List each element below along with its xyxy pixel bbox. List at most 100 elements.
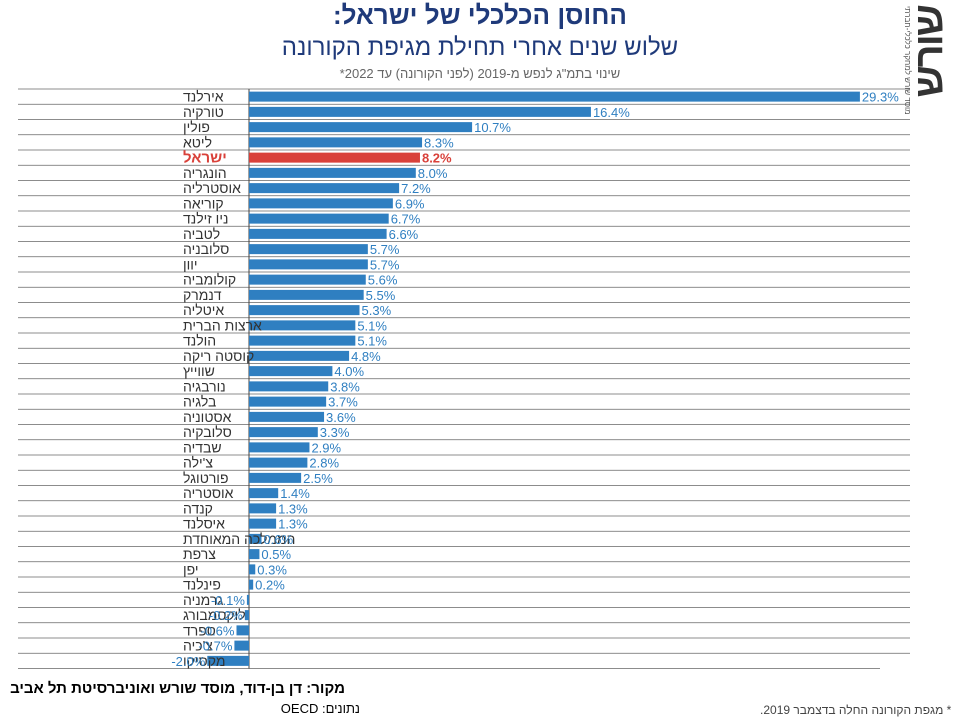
value-label: 4.0% <box>334 364 364 379</box>
value-label: 0.3% <box>257 562 287 577</box>
category-label: גרמניה <box>183 592 223 608</box>
value-label: 8.3% <box>424 135 454 150</box>
footnote: * מגפת הקורונה החלה בדצמבר 2019. <box>760 703 952 717</box>
shoresh-logo: שורש מוסד שורש למחקר כלכלי-חברתי <box>903 6 952 115</box>
value-label: 0.5% <box>261 547 291 562</box>
value-label: 6.9% <box>395 196 425 211</box>
bar <box>249 564 256 575</box>
value-label: 5.6% <box>368 273 398 288</box>
bar <box>234 640 249 651</box>
bar <box>249 91 860 102</box>
category-label: סלובקיה <box>183 424 232 440</box>
category-label: איסלנד <box>183 516 225 532</box>
axis-note: שינוי בתמ"ג לנפש מ-2019 (לפני הקורונה) ע… <box>339 66 621 81</box>
bar <box>249 106 591 117</box>
bar <box>249 503 277 514</box>
logo-tagline: מוסד שורש למחקר כלכלי-חברתי <box>903 6 912 115</box>
value-label: 7.2% <box>401 181 431 196</box>
value-label: 2.9% <box>311 440 341 455</box>
value-label: 5.1% <box>357 318 387 333</box>
category-label: אירלנד <box>183 89 224 105</box>
value-label: 3.7% <box>328 395 358 410</box>
bar <box>249 350 350 361</box>
category-label: ניו זילנד <box>183 211 228 227</box>
data-credit: נתונים: OECD <box>280 701 360 716</box>
value-label: 1.3% <box>278 517 308 532</box>
category-label: דנמרק <box>183 287 222 303</box>
value-label: 16.4% <box>593 105 630 120</box>
value-label: 3.3% <box>320 425 350 440</box>
bar <box>249 579 254 590</box>
value-label: 2.5% <box>303 471 333 486</box>
bar <box>249 488 279 499</box>
bar <box>249 198 393 209</box>
bar <box>249 442 310 453</box>
category-label: אוסטריה <box>183 485 234 501</box>
bar <box>249 335 356 346</box>
category-label: יפן <box>183 561 199 577</box>
value-label: -2.0% <box>171 654 205 669</box>
bar <box>236 625 249 636</box>
bar-highlight <box>249 152 420 163</box>
bar <box>249 244 368 255</box>
category-label: ליטא <box>183 134 212 150</box>
category-label: סלובניה <box>183 241 229 257</box>
value-label: 3.6% <box>326 410 356 425</box>
value-label: 8.0% <box>418 166 448 181</box>
value-label: 1.3% <box>278 501 308 516</box>
value-label: 5.3% <box>362 303 392 318</box>
bar <box>249 305 360 316</box>
value-label: 5.7% <box>370 257 400 272</box>
category-label: טורקיה <box>183 104 224 120</box>
value-label: 0.6% <box>264 532 294 547</box>
category-label: ספרד <box>183 622 216 638</box>
value-label: 29.3% <box>862 90 899 105</box>
bar <box>249 533 262 544</box>
bar <box>249 137 423 148</box>
category-label: הונגריה <box>183 165 227 181</box>
value-label: -0.2% <box>209 608 243 623</box>
bar <box>244 610 249 621</box>
bar <box>249 122 473 133</box>
category-label: קולומביה <box>183 272 236 288</box>
category-label: מקסיקו <box>183 653 225 669</box>
bar <box>249 518 277 529</box>
value-label: 2.8% <box>309 456 339 471</box>
bar <box>249 320 356 331</box>
bar <box>249 457 308 468</box>
value-label: -0.6% <box>201 623 235 638</box>
category-label: קנדה <box>183 500 213 516</box>
category-label: פולין <box>183 119 210 135</box>
value-label: 0.2% <box>255 578 285 593</box>
category-label: בלגיה <box>183 394 216 410</box>
bar <box>249 183 400 194</box>
category-label: ישראל <box>183 150 227 167</box>
category-label: צרפת <box>183 546 216 562</box>
category-label: שווייץ <box>183 363 215 379</box>
bar <box>249 427 318 438</box>
bar <box>249 274 366 285</box>
category-label: אסטוניה <box>183 409 232 425</box>
bar <box>249 472 302 483</box>
bar <box>246 594 249 605</box>
bar <box>249 259 368 270</box>
category-label: יוון <box>183 256 198 272</box>
value-label: 5.7% <box>370 242 400 257</box>
category-label: צ'ילה <box>183 455 213 471</box>
bar <box>249 366 333 377</box>
bar <box>249 289 364 300</box>
source-credit: מקור: דן בן-דוד, מוסד שורש ואוניברסיטת ת… <box>10 680 345 697</box>
bar <box>249 549 260 560</box>
category-label: קוריאה <box>183 195 224 211</box>
bar <box>249 167 416 178</box>
category-label: איטליה <box>183 302 224 318</box>
bar <box>249 411 325 422</box>
category-label: צ'כיה <box>183 638 213 654</box>
category-label: פינלנד <box>183 577 221 593</box>
category-label: נורבגיה <box>183 378 226 394</box>
value-label: 5.5% <box>366 288 396 303</box>
category-label: שבדיה <box>183 439 222 455</box>
value-label: 6.7% <box>391 212 421 227</box>
value-label: 3.8% <box>330 379 360 394</box>
